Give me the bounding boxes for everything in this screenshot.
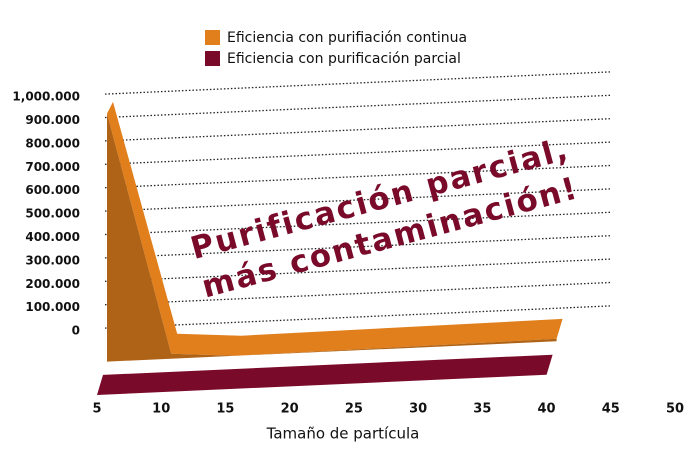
y-tick-label: 300.000	[25, 253, 80, 267]
grid-line	[104, 305, 612, 329]
y-tick-label: 200.000	[25, 277, 80, 291]
x-tick-label: 20	[281, 402, 299, 417]
x-axis-title: Tamaño de partícula	[266, 425, 420, 443]
grid	[104, 71, 612, 329]
grid-line	[104, 141, 612, 165]
grid-line	[104, 211, 612, 236]
x-tick-label: 25	[345, 402, 363, 417]
x-tick-label: 5	[92, 402, 101, 417]
labels: 0 100.000 200.000 300.000 400.000 500.000 600.…	[12, 30, 684, 417]
marks	[97, 101, 563, 395]
grid-line	[104, 281, 612, 306]
annotation: Purificación parcial, más contaminación!	[187, 131, 583, 305]
y-tick-label: 800.000	[25, 136, 80, 150]
y-tick-label: 400.000	[25, 230, 80, 244]
grid-line	[104, 94, 612, 119]
y-tick-label: 600.000	[25, 183, 80, 197]
grid-line	[104, 258, 612, 282]
x-tick-label: 40	[538, 402, 556, 417]
x-tick-label: 45	[602, 402, 620, 417]
x-tick-label: 50	[666, 402, 684, 417]
area-top	[97, 354, 553, 395]
area-top	[107, 101, 563, 356]
x-tick-label: 15	[216, 402, 234, 417]
y-tick-label: 500.000	[25, 207, 80, 221]
legend-swatch	[205, 51, 220, 66]
x-tick-label: 10	[152, 402, 170, 417]
x-tick-label: 30	[409, 402, 427, 417]
grid-line	[104, 188, 612, 212]
y-tick-label: 1,000.000	[12, 90, 80, 104]
y-tick-label: 900.000	[25, 113, 80, 127]
legend-swatch	[205, 30, 220, 45]
area-front	[107, 113, 557, 362]
grid-line	[104, 71, 612, 95]
legend-label: Eficiencia con purifiación continua	[227, 30, 467, 46]
y-tick-label: 100.000	[25, 300, 80, 314]
x-tick-label: 35	[473, 402, 491, 417]
legend-label: Eficiencia con purificación parcial	[227, 51, 461, 67]
grid-line	[104, 164, 612, 189]
grid-line	[104, 234, 612, 259]
y-tick-label: 700.000	[25, 160, 80, 174]
grid-line	[104, 117, 612, 142]
y-tick-label: 0	[72, 324, 80, 338]
